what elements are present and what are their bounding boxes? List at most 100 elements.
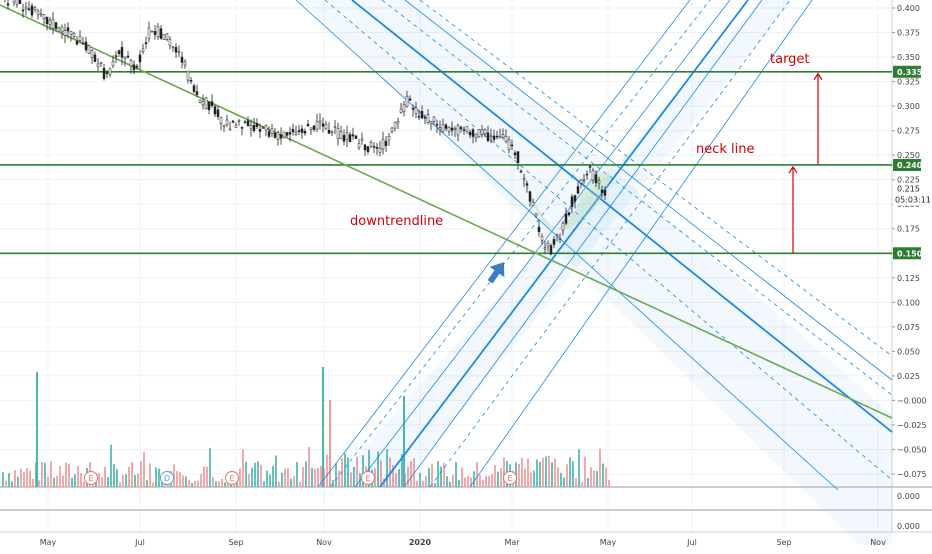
volume-bar <box>563 477 565 487</box>
y-tick-label: −0.025 <box>897 421 927 430</box>
channel-line-descending <box>324 0 893 481</box>
candle-body <box>15 0 19 5</box>
candle-body <box>555 234 559 237</box>
candle-body <box>120 47 124 58</box>
current-price-label: 0.215 <box>897 184 920 193</box>
volume-bar <box>215 481 217 487</box>
volume-bar <box>551 462 553 487</box>
candle-body <box>321 123 325 127</box>
price-axis: 0.400 0.375 0.350 0.325 0.300 0.275 0.250 0.225… <box>892 4 932 531</box>
candle-body <box>570 196 574 208</box>
volume-bar <box>119 482 121 487</box>
candle-body <box>168 39 172 46</box>
volume-bar <box>176 471 178 487</box>
channel-line-ascending <box>329 0 711 488</box>
volume-bar <box>377 451 379 487</box>
annotations[interactable]: target neck line downtrendline <box>350 52 823 287</box>
volume-bar <box>464 477 466 487</box>
volume-bar <box>293 476 295 487</box>
candle-body <box>432 116 436 122</box>
price-badge-label: 0.335 <box>897 68 923 77</box>
candle-body <box>390 127 394 132</box>
volume-bar <box>197 480 199 487</box>
y-tick-label: 0.075 <box>897 323 920 332</box>
channel-line-ascending <box>429 0 791 488</box>
volume-bars <box>2 367 610 487</box>
volume-bar <box>53 477 55 487</box>
candle-body <box>48 19 52 25</box>
candle-body <box>129 59 133 67</box>
volume-bar <box>122 475 124 487</box>
volume-bar <box>593 470 595 487</box>
x-tick-label: Nov <box>316 538 332 547</box>
candle-body <box>270 128 274 134</box>
volume-bar <box>422 480 424 487</box>
candle-body <box>324 123 328 130</box>
candle-body <box>384 141 388 146</box>
horizontal-levels[interactable] <box>0 4 893 419</box>
volume-bar <box>446 476 448 487</box>
y-tick-label: −0.050 <box>897 445 927 454</box>
candle-body <box>288 132 292 135</box>
volume-bar <box>533 470 535 487</box>
volume-bar <box>68 463 70 487</box>
candle-body <box>195 91 199 95</box>
candle-body <box>486 132 490 142</box>
volume-bar <box>56 475 58 487</box>
candle-body <box>201 101 205 106</box>
candle-body <box>585 173 589 176</box>
candle-body <box>243 121 247 124</box>
volume-bar <box>137 473 139 487</box>
volume-bar <box>503 457 505 487</box>
candle-body <box>582 179 586 182</box>
volume-bar <box>407 466 409 487</box>
candle-body <box>78 35 82 41</box>
candle-body <box>150 30 154 33</box>
candle-body <box>141 48 145 52</box>
volume-bar <box>26 468 28 487</box>
volume-bar <box>221 478 223 487</box>
x-tick-label: Jul <box>134 538 145 547</box>
candle-body <box>297 130 301 132</box>
volume-bar <box>11 481 13 487</box>
event-marker <box>361 471 375 485</box>
candle-body <box>45 16 49 25</box>
candle-body <box>105 72 109 74</box>
y-tick-label: 0.350 <box>897 53 920 62</box>
volume-bar <box>5 480 7 487</box>
channel-line-ascending <box>317 0 691 488</box>
volume-bar <box>263 481 265 487</box>
candle-body <box>213 106 217 115</box>
price-badge <box>893 247 921 260</box>
candle-body <box>51 19 55 29</box>
candle-body <box>6 3 10 6</box>
volume-bar <box>578 449 580 487</box>
volume-bar <box>209 448 211 487</box>
candle-body <box>159 28 163 39</box>
downtrend-line[interactable] <box>0 4 893 419</box>
candle-body <box>507 139 511 150</box>
candle-body <box>198 99 202 103</box>
volume-bar <box>146 480 148 487</box>
candle-body <box>360 138 364 142</box>
volume-bar <box>131 461 133 487</box>
y-tick-label: 0.125 <box>897 274 920 283</box>
volume-bar <box>539 461 541 487</box>
candle-body <box>276 132 280 140</box>
volume-bar <box>191 482 193 487</box>
volume-bar <box>587 477 589 487</box>
candle-body <box>228 128 232 131</box>
candle-body <box>438 127 442 130</box>
candle-body <box>24 6 28 10</box>
candle-body <box>222 124 226 127</box>
pitchfork-channels[interactable] <box>295 0 893 545</box>
volume-bar <box>188 479 190 487</box>
candle-body <box>477 129 481 138</box>
volume-bar <box>497 471 499 487</box>
candle-body <box>66 27 70 32</box>
candle-body <box>306 123 310 127</box>
volume-bar <box>590 467 592 487</box>
